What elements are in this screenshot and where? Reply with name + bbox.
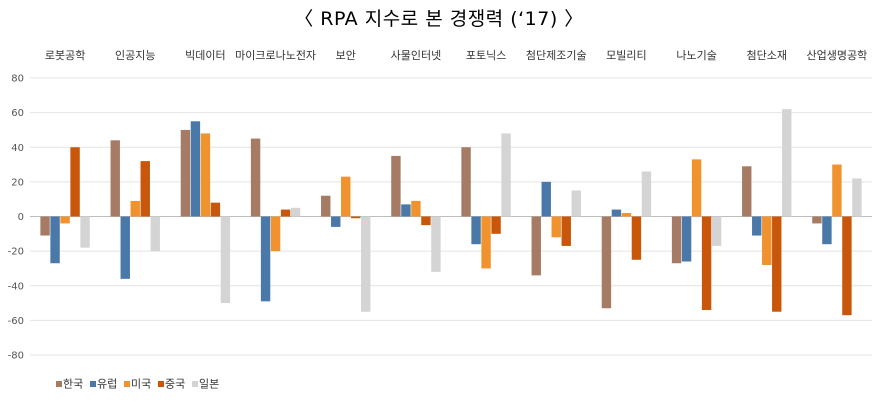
- bar: [80, 216, 90, 248]
- bar: [571, 190, 581, 217]
- bar: [411, 200, 421, 217]
- bar: [762, 216, 772, 265]
- category-label: 첨단소재: [747, 49, 787, 62]
- legend-label: 중국: [165, 378, 185, 391]
- bar: [401, 204, 411, 217]
- bar: [331, 216, 341, 227]
- y-tick-label: -40: [8, 281, 24, 292]
- bar: [210, 202, 221, 217]
- legend-swatch: [158, 381, 164, 387]
- bar: [822, 216, 832, 245]
- legend-label: 유럽: [97, 377, 117, 391]
- bar: [200, 133, 211, 217]
- bar: [120, 216, 130, 279]
- category-labels: 로봇공학 인공지능 빅데이터 마이크로나노전자 보안 사물인터넷 포토닉스 첨단제조기술 모빌리…: [45, 49, 867, 62]
- bar: [491, 216, 501, 234]
- category-label: 모빌리티: [606, 49, 646, 62]
- legend-swatch: [192, 381, 198, 387]
- bar: [611, 209, 622, 217]
- legend-swatch: [90, 381, 96, 387]
- bar: [812, 216, 822, 224]
- category-label: 마이크로나노전자: [235, 49, 316, 62]
- bar: [421, 216, 431, 226]
- bar: [391, 155, 401, 217]
- bar: [701, 216, 712, 310]
- legend-label: 한국: [63, 378, 83, 391]
- bar: [832, 164, 842, 217]
- y-tick-label: 60: [11, 108, 24, 119]
- y-axis-ticks: 80 60 40 20 0 -20 -40 -60 -80: [8, 74, 24, 362]
- bar: [481, 216, 491, 269]
- legend-label: 일본: [199, 377, 219, 391]
- bar: [691, 159, 702, 217]
- bar: [40, 216, 50, 236]
- bar: [190, 121, 201, 217]
- y-tick-label: -60: [8, 316, 24, 327]
- category-label: 첨단제조기술: [526, 49, 587, 62]
- bar: [110, 140, 120, 217]
- bar: [180, 129, 191, 217]
- bar: [351, 216, 361, 219]
- category-label: 보안: [336, 49, 356, 62]
- bar: [130, 200, 140, 217]
- bar: [711, 216, 722, 246]
- bar: [270, 216, 281, 252]
- bar: [671, 216, 682, 264]
- bar: [621, 213, 632, 217]
- bar: [541, 181, 551, 217]
- bar: [681, 216, 692, 262]
- bar: [260, 216, 271, 302]
- bar: [461, 147, 471, 217]
- bar: [742, 166, 752, 217]
- gridlines: [30, 77, 872, 356]
- bar: [471, 216, 481, 245]
- y-tick-label: -20: [8, 247, 24, 258]
- bars: [40, 109, 862, 316]
- bar: [341, 176, 351, 217]
- bar: [601, 216, 612, 309]
- bar: [842, 216, 852, 316]
- bar: [140, 161, 150, 217]
- category-label: 사물인터넷: [391, 49, 442, 62]
- bar: [551, 216, 561, 238]
- category-label: 인공지능: [115, 49, 155, 62]
- bar: [70, 147, 80, 217]
- bar: [361, 216, 371, 312]
- bar: [150, 216, 160, 252]
- bar: [290, 207, 301, 217]
- bar: [782, 109, 792, 217]
- bar: [561, 216, 571, 246]
- chart-title: 〈 RPA 지수로 본 경쟁력 (‘17) 〉: [294, 8, 584, 30]
- y-tick-label: -80: [8, 351, 24, 362]
- category-label: 로봇공학: [45, 49, 85, 62]
- legend-swatch: [56, 381, 62, 387]
- bar: [631, 216, 642, 260]
- bar: [50, 216, 60, 264]
- bar: [501, 133, 511, 217]
- category-label: 나노기술: [676, 49, 716, 62]
- bar: [641, 171, 652, 217]
- legend: 한국 유럽 미국 중국 일본: [56, 377, 219, 391]
- y-tick-label: 80: [11, 74, 24, 85]
- bar: [220, 216, 231, 304]
- category-label: 빅데이터: [185, 49, 225, 62]
- bar: [752, 216, 762, 236]
- category-label: 산업생명공학: [807, 49, 868, 62]
- category-label: 포토닉스: [466, 49, 506, 62]
- legend-label: 미국: [131, 378, 151, 391]
- bar: [60, 216, 70, 224]
- bar: [431, 216, 441, 272]
- bar: [280, 209, 291, 217]
- bar: [321, 195, 331, 217]
- bar: [772, 216, 782, 312]
- y-tick-label: 0: [18, 212, 24, 223]
- y-tick-label: 40: [11, 143, 24, 154]
- legend-swatch: [124, 381, 130, 387]
- bar: [531, 216, 541, 276]
- bar: [250, 138, 261, 217]
- y-tick-label: 20: [11, 177, 24, 188]
- bar: [852, 178, 862, 217]
